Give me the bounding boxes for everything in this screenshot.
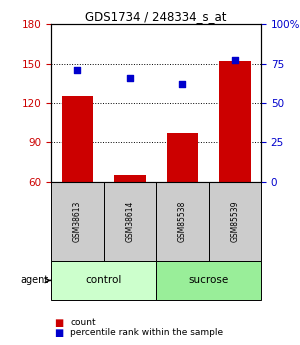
Text: GSM38613: GSM38613 xyxy=(73,200,82,242)
Point xyxy=(232,58,237,63)
Bar xyxy=(167,133,198,182)
Text: sucrose: sucrose xyxy=(188,275,229,285)
Text: ■: ■ xyxy=(54,318,63,327)
Text: GSM85539: GSM85539 xyxy=(230,200,239,242)
Text: percentile rank within the sample: percentile rank within the sample xyxy=(70,328,224,337)
Bar xyxy=(156,261,261,300)
Text: count: count xyxy=(70,318,96,327)
Bar xyxy=(208,182,261,261)
Bar xyxy=(61,97,93,182)
Text: agent: agent xyxy=(20,275,48,285)
Point xyxy=(128,75,132,80)
Bar xyxy=(114,175,146,182)
Bar xyxy=(51,261,156,300)
Title: GDS1734 / 248334_s_at: GDS1734 / 248334_s_at xyxy=(85,10,227,23)
Text: control: control xyxy=(85,275,122,285)
Bar xyxy=(219,61,250,182)
Point xyxy=(75,67,80,73)
Point xyxy=(180,81,185,87)
Text: GSM85538: GSM85538 xyxy=(178,200,187,242)
Bar xyxy=(103,182,156,261)
Text: GSM38614: GSM38614 xyxy=(125,200,134,242)
Bar xyxy=(51,182,104,261)
Bar xyxy=(156,182,208,261)
Text: ■: ■ xyxy=(54,328,63,338)
